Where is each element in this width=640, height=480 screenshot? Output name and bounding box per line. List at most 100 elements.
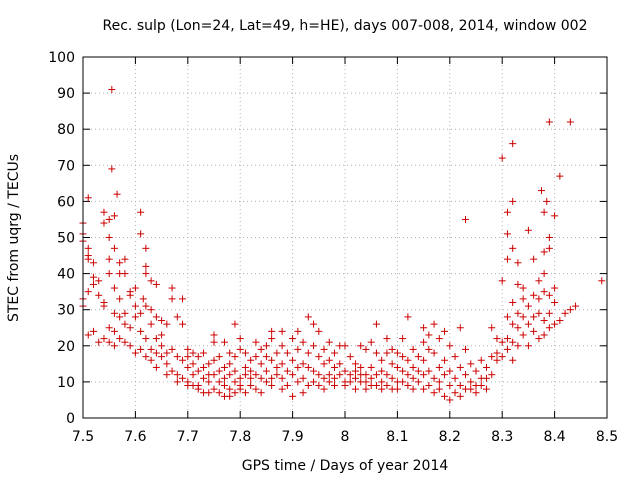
data-point bbox=[121, 338, 129, 346]
data-point bbox=[372, 320, 380, 328]
data-point bbox=[189, 360, 197, 368]
data-point bbox=[299, 389, 307, 397]
data-point bbox=[310, 342, 318, 350]
data-point bbox=[257, 374, 265, 382]
data-point bbox=[451, 353, 459, 361]
data-point bbox=[446, 342, 454, 350]
data-point bbox=[320, 345, 328, 353]
data-point bbox=[168, 367, 176, 375]
data-point bbox=[566, 306, 574, 314]
data-point bbox=[482, 363, 490, 371]
data-point bbox=[540, 331, 548, 339]
data-point bbox=[404, 356, 412, 364]
data-point bbox=[477, 356, 485, 364]
data-point bbox=[252, 385, 260, 393]
data-point bbox=[357, 342, 365, 350]
x-tick-label: 8.2 bbox=[439, 429, 461, 445]
y-tick-label: 60 bbox=[57, 194, 75, 210]
data-point bbox=[294, 363, 302, 371]
data-point bbox=[110, 212, 118, 220]
data-point bbox=[535, 295, 543, 303]
data-point bbox=[420, 356, 428, 364]
data-point bbox=[273, 363, 281, 371]
data-point bbox=[456, 392, 464, 400]
data-point bbox=[158, 353, 166, 361]
data-point bbox=[509, 338, 517, 346]
data-point bbox=[535, 309, 543, 317]
data-point bbox=[393, 349, 401, 357]
data-point bbox=[105, 234, 113, 241]
data-point bbox=[215, 378, 223, 386]
data-point bbox=[257, 360, 265, 368]
data-point bbox=[367, 338, 375, 346]
data-point bbox=[545, 244, 553, 252]
data-point bbox=[399, 353, 407, 361]
data-point bbox=[252, 353, 260, 361]
data-point bbox=[158, 317, 166, 325]
data-point bbox=[362, 378, 370, 386]
data-point bbox=[194, 367, 202, 375]
data-point bbox=[540, 288, 548, 296]
y-tick-label: 40 bbox=[57, 267, 75, 283]
data-point bbox=[367, 374, 375, 382]
data-point bbox=[393, 385, 401, 393]
data-point bbox=[89, 259, 97, 267]
data-point bbox=[535, 277, 543, 285]
data-point bbox=[456, 382, 464, 390]
data-point bbox=[331, 363, 339, 371]
data-point bbox=[378, 367, 386, 375]
data-point bbox=[409, 345, 417, 353]
data-point bbox=[226, 392, 234, 400]
data-point bbox=[152, 349, 160, 357]
data-point bbox=[566, 118, 574, 126]
data-point bbox=[383, 382, 391, 390]
data-point bbox=[257, 345, 265, 353]
data-point bbox=[210, 338, 218, 346]
data-point bbox=[163, 360, 171, 368]
data-point bbox=[152, 313, 160, 321]
data-point bbox=[226, 349, 234, 357]
data-point bbox=[530, 291, 538, 299]
data-point bbox=[131, 302, 139, 310]
chart-title: Rec. sulp (Lon=24, Lat=49, h=HE), days 0… bbox=[103, 18, 588, 34]
data-point bbox=[420, 338, 428, 346]
data-point bbox=[142, 335, 150, 343]
data-point bbox=[325, 338, 333, 346]
data-point bbox=[545, 234, 553, 241]
data-point bbox=[84, 194, 92, 202]
data-point bbox=[315, 371, 323, 379]
data-point bbox=[168, 295, 176, 303]
data-point bbox=[262, 367, 270, 375]
data-point bbox=[456, 324, 464, 332]
data-point bbox=[226, 371, 234, 379]
x-tick-label: 7.8 bbox=[229, 429, 251, 445]
data-point bbox=[435, 363, 443, 371]
data-point bbox=[393, 363, 401, 371]
data-point bbox=[514, 342, 522, 350]
data-point bbox=[472, 367, 480, 375]
data-point bbox=[524, 320, 532, 328]
data-point bbox=[551, 320, 559, 328]
data-point bbox=[215, 389, 223, 397]
data-point bbox=[147, 356, 155, 364]
data-point bbox=[163, 320, 171, 328]
data-point bbox=[179, 320, 187, 328]
data-point bbox=[152, 335, 160, 343]
data-point bbox=[105, 215, 113, 223]
data-point bbox=[137, 345, 145, 353]
data-point bbox=[89, 327, 97, 335]
data-point bbox=[304, 313, 312, 321]
data-point bbox=[425, 331, 433, 339]
data-point bbox=[215, 353, 223, 361]
data-point bbox=[519, 331, 527, 339]
data-point bbox=[351, 385, 359, 393]
data-point bbox=[105, 338, 113, 346]
data-point bbox=[108, 165, 116, 173]
data-point bbox=[503, 230, 511, 238]
data-point bbox=[194, 353, 202, 361]
data-point bbox=[514, 309, 522, 317]
data-point bbox=[362, 345, 370, 353]
data-point bbox=[524, 226, 532, 234]
data-point bbox=[367, 363, 375, 371]
data-point bbox=[414, 378, 422, 386]
